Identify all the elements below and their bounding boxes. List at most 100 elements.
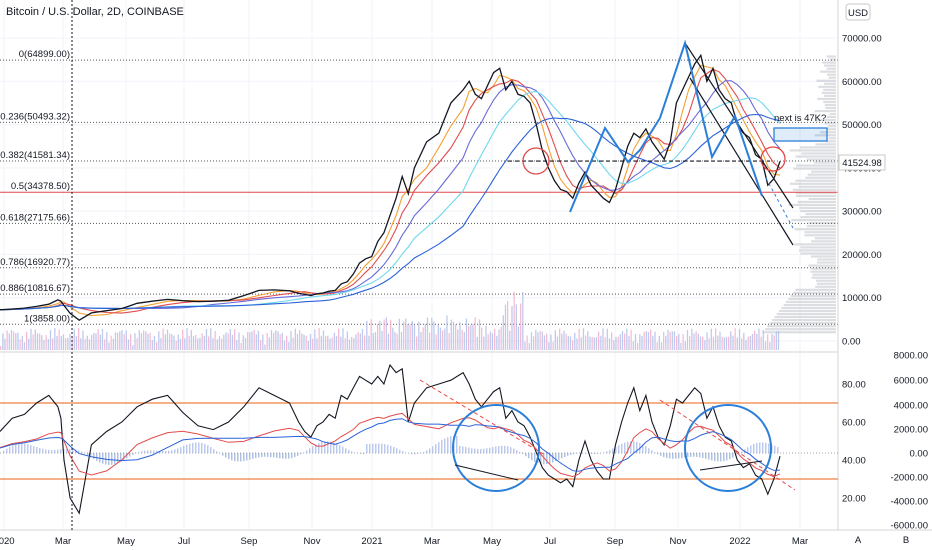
volume-bar: [769, 342, 770, 350]
histogram-bar: [423, 452, 425, 453]
histogram-bar: [717, 453, 719, 461]
osc-tick-left: 40.00: [842, 456, 866, 467]
volume-bar: [544, 335, 545, 350]
volume-bar: [433, 321, 434, 350]
axis-footer-left[interactable]: A: [855, 535, 862, 546]
volume-bar: [397, 334, 398, 350]
volume-bar: [624, 334, 625, 350]
volume-profile-bin: [817, 261, 836, 263]
volume-bar: [498, 330, 499, 350]
histogram-bar: [264, 453, 266, 457]
fib-label: 0.886(10816.67): [0, 283, 70, 294]
histogram-bar: [81, 452, 83, 453]
histogram-bar: [45, 449, 47, 453]
histogram-bar: [696, 453, 698, 457]
x-tick-label: Sep: [241, 536, 258, 547]
volume-profile-bin: [829, 113, 836, 115]
volume-bar: [412, 321, 413, 350]
histogram-bar: [243, 453, 245, 461]
volume-bar: [212, 338, 213, 350]
volume-bar: [644, 332, 645, 350]
volume-bar: [273, 333, 274, 350]
histogram-bar: [396, 448, 398, 453]
volume-profile-bin: [816, 280, 836, 282]
volume-bar: [325, 336, 326, 350]
volume-bar: [254, 330, 255, 350]
volume-bar: [388, 334, 389, 350]
volume-profile-bin: [796, 164, 836, 166]
x-tick-label: 2022: [729, 536, 750, 547]
volume-bar: [602, 328, 603, 350]
histogram-bar: [363, 453, 365, 454]
histogram-bar: [237, 453, 239, 461]
histogram-bar: [585, 453, 587, 454]
volume-bar: [126, 331, 127, 350]
histogram-bar: [42, 449, 44, 453]
volume-bar: [76, 336, 77, 350]
volume-bar: [566, 334, 567, 350]
histogram-bar: [774, 446, 776, 453]
volume-profile-bin: [790, 183, 836, 185]
histogram-bar: [360, 453, 362, 454]
histogram-bar: [663, 453, 665, 457]
volume-bar: [475, 317, 476, 350]
volume-bar: [609, 338, 610, 350]
volume-bar: [295, 329, 296, 350]
volume-bar: [776, 332, 777, 350]
histogram-bar: [189, 444, 191, 453]
volume-bar: [438, 325, 439, 350]
volume-bar: [258, 331, 259, 350]
volume-bar: [455, 324, 456, 350]
volume-profile-bin: [809, 198, 836, 200]
histogram-bar: [564, 453, 566, 457]
histogram-bar: [516, 450, 518, 453]
histogram-bar: [393, 447, 395, 453]
histogram-bar: [762, 442, 764, 453]
volume-bar: [401, 332, 402, 350]
volume-bar: [661, 342, 662, 350]
volume-bar: [267, 333, 268, 350]
volume-bar: [446, 316, 447, 350]
volume-bar: [360, 333, 361, 350]
histogram-bar: [147, 450, 149, 453]
volume-bar: [373, 333, 374, 350]
volume-bar: [726, 337, 727, 350]
volume-bar: [423, 327, 424, 350]
volume-bar: [345, 338, 346, 350]
osc-tick-left: 80.00: [842, 380, 866, 391]
volume-profile-bin: [772, 319, 836, 321]
histogram-bar: [546, 453, 548, 464]
volume-bar: [531, 332, 532, 350]
volume-bar: [271, 330, 272, 350]
x-tick-label: Mar: [55, 536, 71, 547]
histogram-bar: [375, 444, 377, 453]
volume-profile-bin: [793, 168, 836, 170]
fib-label: 0.786(16920.77): [0, 257, 70, 268]
volume-profile-bin: [824, 95, 836, 97]
histogram-bar: [519, 452, 521, 453]
volume-bar: [102, 329, 103, 350]
volume-bar: [763, 330, 764, 350]
histogram-bar: [405, 452, 407, 453]
volume-bar: [104, 339, 105, 350]
volume-bar: [284, 341, 285, 350]
volume-profile-bin: [794, 243, 836, 245]
axis-footer-right[interactable]: B: [903, 535, 909, 546]
volume-profile-bin: [827, 116, 836, 118]
histogram-bar: [114, 453, 116, 464]
volume-bar: [410, 325, 411, 350]
volume-profile-bin: [784, 304, 836, 306]
volume-bar: [338, 329, 339, 350]
histogram-bar: [24, 444, 26, 453]
histogram-bar: [402, 451, 404, 453]
histogram-bar: [267, 453, 269, 457]
histogram-bar: [462, 446, 464, 453]
histogram-bar: [750, 445, 752, 453]
histogram-bar: [567, 453, 569, 456]
volume-bar: [43, 340, 44, 350]
volume-bar: [520, 303, 521, 350]
annotation-text: next is 47K?: [774, 113, 826, 124]
volume-bar: [381, 331, 382, 350]
currency-badge[interactable]: USD: [848, 8, 868, 19]
volume-bar: [717, 336, 718, 350]
